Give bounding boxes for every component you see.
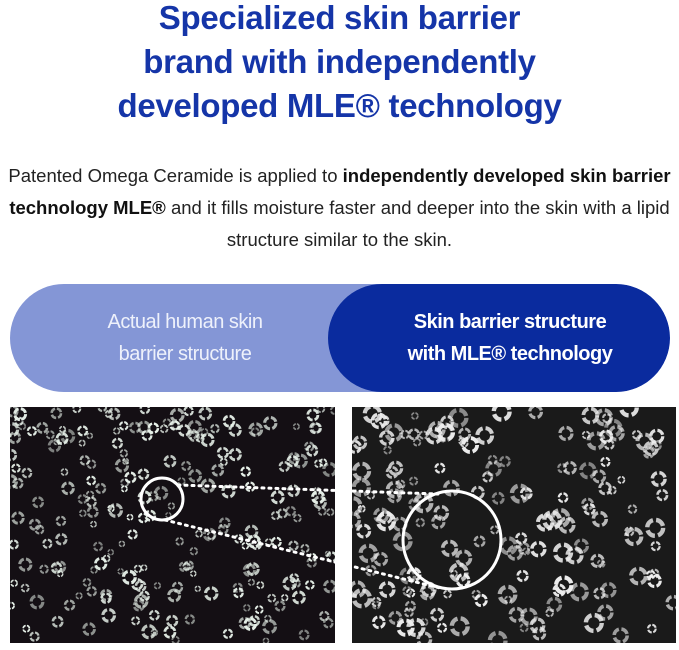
headline-line-3: developed MLE® technology xyxy=(117,87,562,124)
description-text-2: and it fills moisture faster and deeper … xyxy=(165,197,670,250)
headline-line-2: brand with independently xyxy=(143,43,536,80)
human-skin-micrograph xyxy=(10,407,335,643)
mle-micrograph xyxy=(352,407,676,643)
description: Patented Omega Ceramide is applied to in… xyxy=(0,160,679,256)
highlight-circle-large xyxy=(401,489,503,591)
comparison-pill: Actual human skin barrier structure Skin … xyxy=(10,284,670,392)
mle-label: Skin barrier structure with MLE® technolo… xyxy=(407,311,613,365)
human-skin-label: Actual human skin barrier structure xyxy=(107,311,263,365)
connector-line-top xyxy=(176,483,440,496)
description-bold: independently developed skin barrier tec… xyxy=(9,165,671,218)
mle-pill-segment xyxy=(328,284,670,392)
connector-line-bottom xyxy=(163,518,442,590)
headline-line-1: Specialized skin barrier xyxy=(158,0,521,36)
description-text: Patented Omega Ceramide is applied to xyxy=(8,165,343,186)
highlight-circle-small xyxy=(139,476,185,522)
